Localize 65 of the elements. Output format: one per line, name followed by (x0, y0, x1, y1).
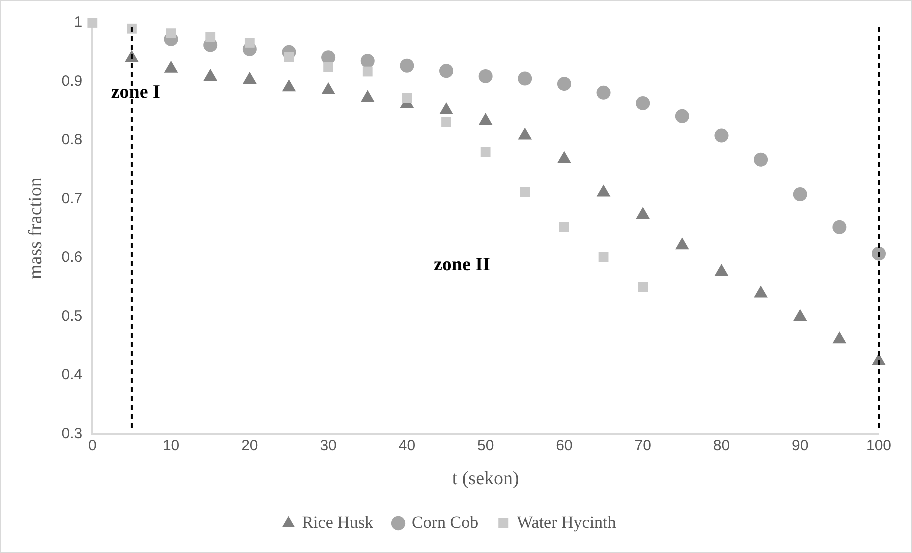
point (478, 113, 493, 126)
x-tick-label: 20 (242, 437, 258, 454)
point (675, 238, 690, 250)
point (754, 152, 768, 167)
point (754, 286, 768, 298)
x-tick-label: 40 (398, 437, 416, 454)
point (596, 86, 611, 100)
point (362, 66, 373, 77)
point (714, 264, 729, 276)
y-tick-label: 0.5 (62, 308, 83, 325)
point (518, 128, 532, 140)
y-tick-label: 0.8 (62, 132, 83, 149)
x-tick-label: 0 (88, 437, 97, 454)
x-tick-label: 30 (320, 437, 337, 454)
legend-label: Rice Husk (302, 512, 374, 532)
legend-label: Water Hycinth (517, 512, 617, 532)
point (88, 18, 98, 28)
x-tick-label: 90 (792, 437, 809, 454)
point (166, 28, 176, 39)
point (714, 128, 729, 143)
x-tick-label: 100 (866, 437, 892, 454)
point (244, 38, 255, 48)
point (480, 147, 491, 158)
y-tick-label: 0.6 (62, 249, 83, 266)
point (360, 54, 375, 68)
point (636, 96, 650, 110)
point (598, 252, 609, 262)
point (560, 222, 570, 232)
point (440, 102, 454, 115)
annotation: zone I (111, 82, 160, 103)
point (832, 332, 847, 344)
x-tick-label: 80 (713, 437, 730, 454)
point (518, 72, 532, 86)
point (793, 309, 808, 322)
point (558, 151, 572, 164)
x-tick-label: 50 (477, 437, 494, 454)
y-tick-label: 0.4 (62, 366, 83, 384)
point (793, 188, 808, 202)
point (440, 64, 454, 78)
point (675, 109, 690, 124)
point (638, 282, 648, 292)
x-tick-label: 10 (162, 437, 180, 454)
point (557, 77, 572, 92)
point (206, 32, 216, 42)
point (400, 58, 414, 73)
point (478, 69, 493, 84)
x-tick-label: 60 (556, 437, 573, 454)
x-tick-label: 70 (634, 437, 652, 454)
y-axis-title: mass fraction (25, 177, 46, 280)
point (636, 207, 650, 220)
y-tick-label: 1 (74, 14, 83, 32)
point (324, 62, 334, 72)
point (402, 93, 412, 104)
legend-label: Corn Cob (412, 512, 479, 532)
y-tick-label: 0.9 (62, 72, 83, 90)
point (832, 220, 847, 234)
annotation: zone II (434, 254, 490, 276)
point (520, 187, 530, 198)
x-axis-title: t (sekon) (452, 468, 520, 490)
point (596, 184, 611, 197)
point (442, 117, 452, 128)
point (872, 246, 886, 261)
y-tick-label: 0.7 (62, 190, 83, 208)
y-tick-label: 0.3 (62, 425, 83, 442)
point (284, 52, 294, 62)
